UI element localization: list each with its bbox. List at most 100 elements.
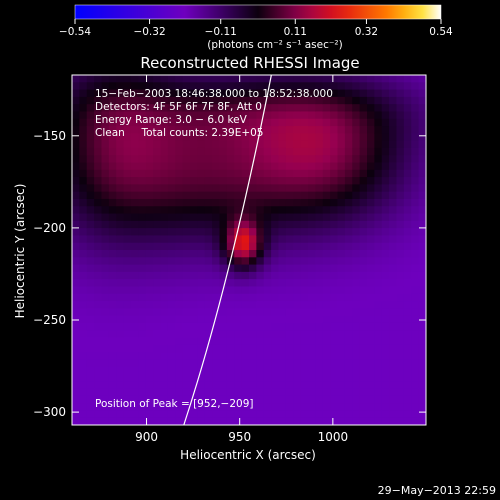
heatmap-cell: [249, 373, 257, 382]
heatmap-cell: [226, 308, 235, 317]
heatmap-cell: [359, 417, 368, 425]
heatmap-cell: [352, 373, 361, 382]
heatmap-cell: [241, 111, 250, 120]
heatmap-cell: [381, 191, 390, 200]
heatmap-cell: [219, 250, 228, 258]
heatmap-cell: [86, 126, 95, 134]
heatmap-cell: [278, 403, 287, 412]
heatmap-cell: [101, 381, 110, 390]
heatmap-cell: [381, 344, 390, 353]
heatmap-cell: [389, 133, 398, 142]
heatmap-cell: [190, 359, 198, 368]
heatmap-cell: [226, 322, 235, 331]
heatmap-cell: [167, 89, 176, 98]
heatmap-cell: [337, 388, 346, 397]
heatmap-cell: [86, 417, 95, 425]
heatmap-cell: [367, 206, 375, 215]
heatmap-cell: [256, 403, 265, 412]
heatmap-cell: [123, 220, 132, 229]
heatmap-cell: [322, 169, 331, 178]
heatmap-cell: [278, 191, 287, 200]
heatmap-cell: [293, 388, 302, 397]
heatmap-cell: [226, 140, 235, 149]
heatmap-cell: [411, 359, 420, 368]
heatmap-cell: [367, 301, 375, 309]
heatmap-cell: [204, 155, 213, 164]
heatmap-cell: [308, 417, 316, 425]
heatmap-cell: [197, 359, 206, 368]
heatmap-cell: [72, 198, 80, 207]
heatmap-cell: [315, 264, 324, 273]
heatmap-cell: [145, 162, 154, 171]
heatmap-cell: [300, 96, 309, 105]
heatmap-cell: [396, 184, 405, 193]
heatmap-cell: [160, 366, 169, 375]
heatmap-cell: [131, 279, 139, 288]
heatmap-cell: [167, 286, 176, 295]
heatmap-cell: [389, 235, 398, 244]
heatmap-cell: [86, 403, 95, 412]
heatmap-cell: [337, 250, 346, 258]
heatmap-cell: [344, 373, 353, 382]
heatmap-cell: [190, 198, 198, 207]
heatmap-cell: [374, 301, 383, 309]
heatmap-cell: [322, 155, 331, 164]
heatmap-cell: [241, 126, 250, 134]
heatmap-cell: [72, 191, 80, 200]
heatmap-cell: [101, 104, 110, 113]
heatmap-cell: [79, 96, 88, 105]
heatmap-cell: [116, 395, 125, 404]
heatmap-cell: [300, 293, 309, 302]
heatmap-cell: [79, 308, 88, 317]
heatmap-cell: [359, 198, 368, 207]
heatmap-cell: [381, 140, 390, 149]
heatmap-cell: [86, 301, 95, 309]
heatmap-cell: [278, 118, 287, 127]
heatmap-cell: [344, 352, 353, 360]
heatmap-cell: [86, 198, 95, 207]
heatmap-cell: [86, 242, 95, 251]
heatmap-cell: [271, 330, 280, 339]
heatmap-cell: [337, 235, 346, 244]
heatmap-cell: [131, 330, 139, 339]
heatmap-cell: [167, 220, 176, 229]
heatmap-cell: [352, 250, 361, 258]
heatmap-cell: [308, 213, 316, 222]
heatmap-cell: [219, 352, 228, 360]
heatmap-cell: [101, 235, 110, 244]
heatmap-cell: [396, 250, 405, 258]
heatmap-cell: [300, 147, 309, 156]
heatmap-cell: [234, 388, 243, 397]
heatmap-cell: [293, 104, 302, 113]
heatmap-cell: [344, 359, 353, 368]
heatmap-cell: [271, 235, 280, 244]
heatmap-cell: [322, 257, 331, 266]
heatmap-cell: [322, 191, 331, 200]
heatmap-cell: [381, 301, 390, 309]
heatmap-cell: [123, 82, 132, 91]
heatmap-cell: [293, 75, 302, 83]
heatmap-cell: [167, 126, 176, 134]
heatmap-cell: [263, 395, 272, 404]
heatmap-cell: [381, 264, 390, 273]
heatmap-cell: [241, 75, 250, 83]
heatmap-cell: [204, 162, 213, 171]
heatmap-cell: [94, 177, 103, 185]
heatmap-cell: [381, 403, 390, 412]
heatmap-cell: [212, 286, 221, 295]
heatmap-cell: [226, 352, 235, 360]
heatmap-cell: [190, 330, 198, 339]
heatmap-cell: [79, 235, 88, 244]
heatmap-cell: [374, 235, 383, 244]
heatmap-cell: [330, 133, 339, 142]
heatmap-cell: [344, 184, 353, 193]
heatmap-cell: [138, 118, 147, 127]
heatmap-cell: [293, 177, 302, 185]
heatmap-cell: [278, 264, 287, 273]
heatmap-cell: [271, 118, 280, 127]
heatmap-cell: [285, 169, 294, 178]
heatmap-cell: [94, 250, 103, 258]
heatmap-cell: [322, 213, 331, 222]
heatmap-cell: [86, 257, 95, 266]
heatmap-cell: [315, 89, 324, 98]
